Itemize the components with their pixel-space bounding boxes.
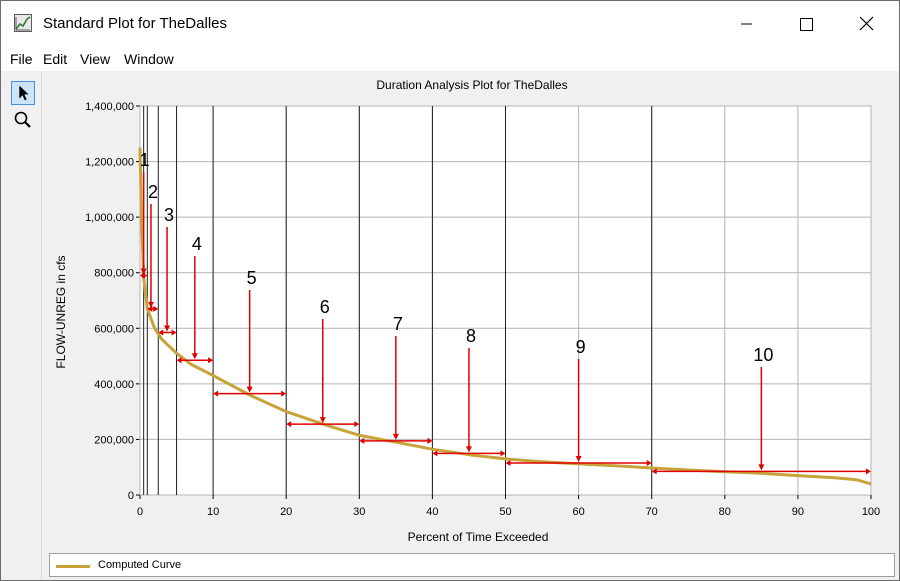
x-tick-label: 50 [499, 506, 511, 518]
y-tick-label: 200,000 [94, 434, 134, 446]
arrowhead-down [575, 456, 582, 463]
arrowhead-right [500, 450, 506, 457]
pointer-icon[interactable] [11, 81, 35, 105]
arrowhead-right [208, 357, 214, 364]
arrowhead-down [246, 386, 253, 393]
y-tick-label: 1,000,000 [85, 212, 134, 224]
arrowhead-right [427, 437, 433, 444]
x-tick-label: 40 [426, 506, 438, 518]
x-tick-label: 10 [207, 506, 219, 518]
arrowhead-left [505, 460, 511, 467]
arrowhead-down [164, 325, 171, 332]
maximize-button[interactable] [791, 11, 821, 37]
duration-chart: FLOW-UNREG in cfs Percent of Time Exceed… [54, 78, 880, 544]
arrowhead-down [392, 433, 399, 440]
arrowhead-right [646, 460, 652, 467]
arrowhead-right [171, 329, 177, 336]
title-bar[interactable]: Standard Plot for TheDalles [1, 1, 899, 47]
arrowhead-down [140, 268, 147, 275]
y-tick-label: 400,000 [94, 379, 134, 391]
menu-file[interactable]: File [10, 51, 33, 67]
x-tick-label: 20 [280, 506, 292, 518]
close-button[interactable] [851, 11, 881, 37]
annotation-label: 5 [247, 268, 257, 288]
arrowhead-right [866, 468, 871, 475]
x-axis-label: Percent of Time Exceeded [408, 530, 549, 544]
annotation-label: 8 [466, 326, 476, 346]
arrowhead-right [281, 390, 287, 397]
annotation-label: 6 [320, 297, 330, 317]
arrowhead-left [359, 437, 365, 444]
annotation-label: 10 [753, 345, 773, 365]
x-tick-label: 60 [572, 506, 584, 518]
window-title: Standard Plot for TheDalles [43, 15, 227, 32]
annotation-label: 3 [164, 205, 174, 225]
minimize-button[interactable] [731, 11, 761, 37]
annotation-label: 1 [140, 150, 150, 170]
zoom-icon[interactable] [11, 108, 35, 132]
chart-title: Duration Analysis Plot for TheDalles [376, 78, 567, 92]
arrowhead-left [432, 450, 438, 457]
arrowhead-left [286, 421, 292, 428]
y-tick-label: 1,200,000 [85, 157, 134, 169]
x-tick-label: 30 [353, 506, 365, 518]
arrowhead-down [191, 353, 198, 360]
x-tick-label: 90 [792, 506, 804, 518]
tool-palette [1, 71, 42, 580]
x-tick-label: 0 [137, 506, 143, 518]
arrowhead-right [354, 421, 360, 428]
arrowhead-down [465, 446, 472, 453]
menu-window[interactable]: Window [124, 51, 174, 67]
y-tick-label: 800,000 [94, 268, 134, 280]
annotation-label: 4 [192, 234, 202, 254]
menu-view[interactable]: View [80, 51, 111, 67]
legend-label-computed-curve: Computed Curve [98, 559, 182, 571]
arrowhead-left [176, 357, 182, 364]
y-axis-label: FLOW-UNREG in cfs [54, 255, 68, 368]
arrowhead-left [158, 329, 164, 336]
annotation-label: 7 [393, 314, 403, 334]
y-tick-label: 600,000 [94, 323, 134, 335]
y-tick-label: 1,400,000 [85, 101, 134, 113]
menu-bar: File Edit View Window [1, 47, 899, 71]
arrowhead-left [213, 390, 219, 397]
menu-edit[interactable]: Edit [43, 51, 68, 67]
arrowhead-down [319, 417, 326, 424]
legend-swatch-computed-curve [56, 565, 90, 568]
arrowhead-left [651, 468, 657, 475]
computed-curve-line [138, 147, 872, 486]
x-tick-label: 80 [719, 506, 731, 518]
x-tick-label: 70 [646, 506, 658, 518]
plot-app-icon [14, 14, 32, 32]
annotation-label: 2 [148, 182, 158, 202]
chart-legend: Computed Curve [49, 553, 895, 577]
y-tick-label: 0 [128, 490, 134, 502]
arrowhead-down [147, 301, 154, 308]
arrowhead-right [153, 305, 159, 312]
arrowhead-down [758, 464, 765, 471]
annotation-label: 9 [576, 337, 586, 357]
x-tick-label: 100 [862, 506, 880, 518]
